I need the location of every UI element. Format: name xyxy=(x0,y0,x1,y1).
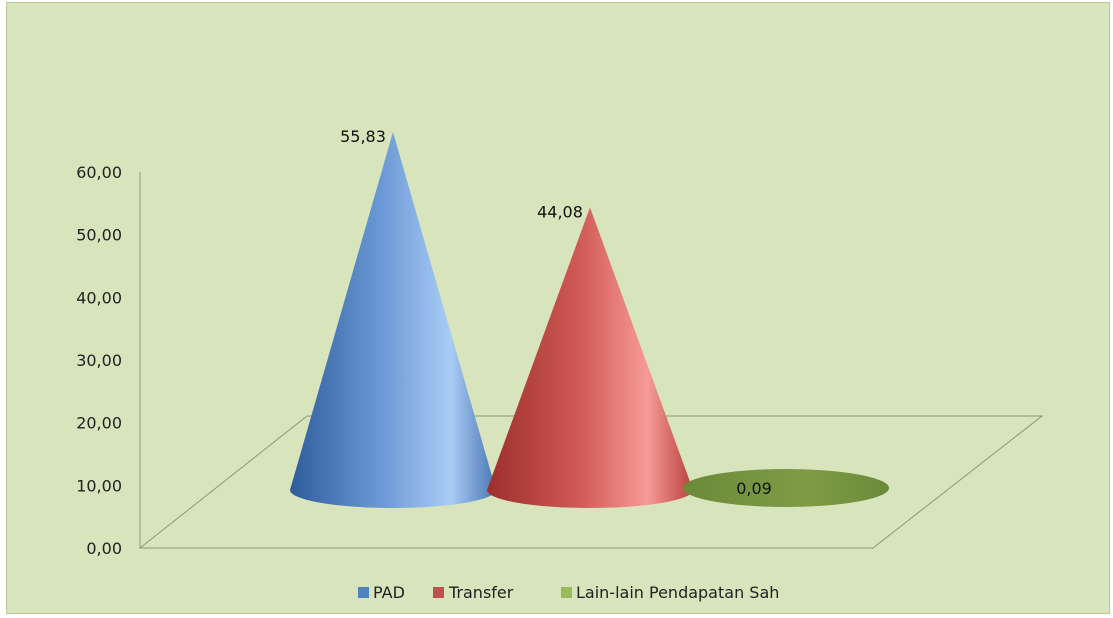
y-tick-label: 10,00 xyxy=(76,476,122,495)
y-tick-label: 40,00 xyxy=(76,288,122,307)
legend-label-pad: PAD xyxy=(373,583,405,602)
cone-pad xyxy=(290,132,496,508)
legend-swatch-lain-lain xyxy=(561,587,572,598)
y-tick-label: 20,00 xyxy=(76,414,122,433)
legend-swatch-pad xyxy=(358,587,369,598)
y-tick-label: 30,00 xyxy=(76,351,122,370)
cone-transfer xyxy=(487,207,693,509)
y-ticks: 0,00 10,00 20,00 30,00 40,00 50,00 60,00 xyxy=(76,163,122,558)
legend-swatch-transfer xyxy=(433,587,444,598)
legend: PAD Transfer Lain-lain Pendapatan Sah xyxy=(358,583,779,602)
chart-marks xyxy=(290,132,889,509)
data-labels: 55,83 44,08 0,09 xyxy=(340,127,772,498)
axes xyxy=(138,172,1044,549)
data-label-transfer: 44,08 xyxy=(537,202,583,221)
y-tick-label: 50,00 xyxy=(76,226,122,245)
cone-lain-lain xyxy=(683,469,889,507)
y-tick-label: 0,00 xyxy=(86,539,122,558)
y-tick-label: 60,00 xyxy=(76,163,122,182)
legend-label-transfer: Transfer xyxy=(448,583,514,602)
data-label-lain-lain: 0,09 xyxy=(736,479,772,498)
legend-label-lain-lain: Lain-lain Pendapatan Sah xyxy=(576,583,779,602)
floor-plane xyxy=(138,415,1044,549)
data-label-pad: 55,83 xyxy=(340,127,386,146)
